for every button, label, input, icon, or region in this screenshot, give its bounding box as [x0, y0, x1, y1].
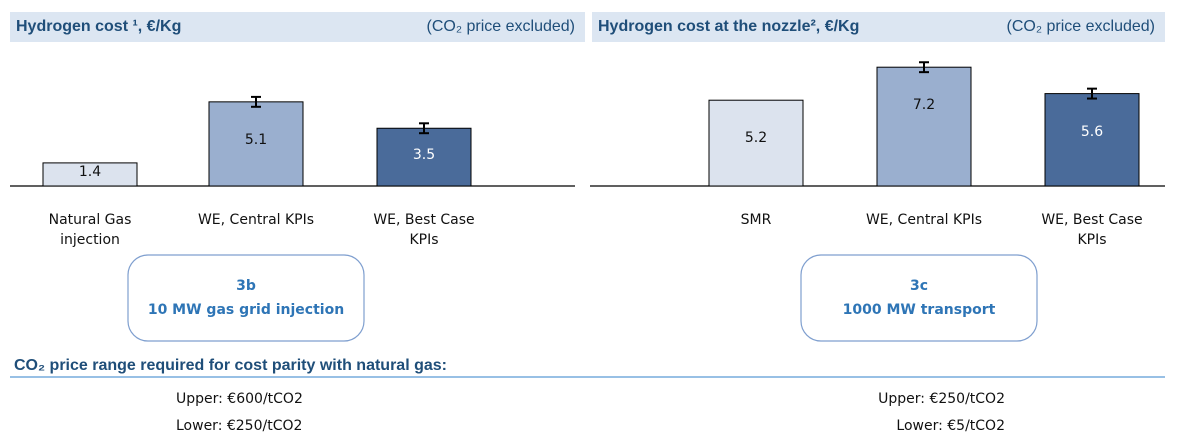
chart-title: Hydrogen cost at the nozzle², €/Kg — [598, 18, 860, 35]
chart-subtitle: (CO₂ price excluded) — [1006, 18, 1155, 35]
value-label: 1.4 — [78, 164, 102, 181]
x-tick-label: WE, Best Case KPIs — [1041, 212, 1143, 248]
scenario-box — [127, 254, 365, 342]
bar — [1044, 93, 1140, 187]
price-range: Upper: €250/tCO2 — [878, 391, 1005, 407]
error-bar — [919, 61, 929, 74]
chart-subtitle: (CO₂ price excluded) — [426, 18, 575, 35]
value-label: 5.6 — [1080, 123, 1104, 140]
bar — [208, 101, 304, 187]
x-tick-label: WE, Central KPIs — [197, 212, 315, 228]
value-label: 7.2 — [912, 97, 936, 114]
scenario-label: 10 MW gas grid injection — [147, 302, 345, 318]
scenario-id: 3c — [909, 278, 929, 294]
chart-title: Hydrogen cost ¹, €/Kg — [16, 18, 182, 35]
x-tick-label: WE, Best Case KPIs — [373, 212, 475, 248]
price-range: Upper: €600/tCO2 — [176, 391, 303, 407]
header-band — [592, 12, 1165, 42]
value-label: 5.2 — [744, 130, 768, 147]
price-range: Lower: €250/tCO2 — [176, 418, 303, 434]
bar — [42, 162, 138, 187]
value-label: 5.1 — [244, 131, 268, 148]
error-bar — [1087, 87, 1097, 100]
footer-title: CO₂ price range required for cost parity… — [14, 357, 447, 374]
x-tick-label: SMR — [740, 212, 772, 228]
price-range: Lower: €5/tCO2 — [896, 418, 1005, 434]
bar — [376, 127, 472, 187]
header-band — [10, 12, 585, 42]
x-tick-label: WE, Central KPIs — [865, 212, 983, 228]
scenario-box — [800, 254, 1038, 342]
scenario-label: 1000 MW transport — [842, 302, 996, 318]
bar — [708, 99, 804, 187]
value-label: 3.5 — [412, 147, 436, 164]
bar — [876, 66, 972, 187]
scenario-id: 3b — [236, 278, 256, 294]
x-tick-label: Natural Gas injection — [48, 212, 132, 248]
error-bar — [251, 95, 261, 108]
error-bar — [419, 122, 429, 135]
